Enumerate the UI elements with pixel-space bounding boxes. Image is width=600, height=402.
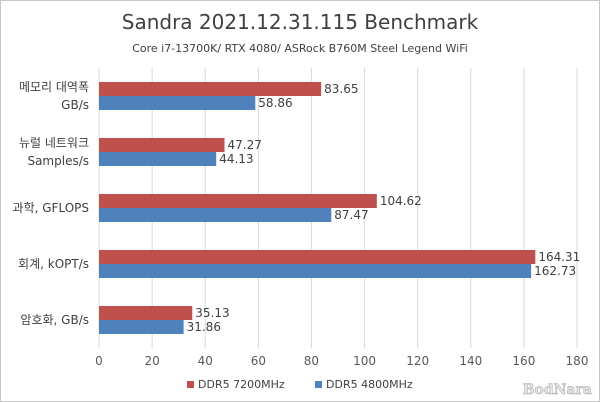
- bar-ddr5-7200: [99, 250, 536, 264]
- data-label: 35.13: [195, 306, 229, 320]
- category-label: Samples/s: [27, 154, 89, 168]
- data-label: 162.73: [534, 264, 576, 278]
- legend-label: DDR5 7200MHz: [198, 378, 285, 391]
- data-label: 83.65: [324, 82, 358, 96]
- category-label: 메모리 대역폭: [19, 80, 89, 94]
- x-tick-label: 100: [353, 354, 376, 368]
- legend: DDR5 7200MHz DDR5 4800MHz: [187, 378, 413, 391]
- x-axis-ticks: 0 20 40 60 80 100 120 140 160 180: [95, 354, 588, 368]
- category-label: 회계, kOPT/s: [18, 257, 89, 271]
- data-label: 164.31: [538, 250, 580, 264]
- x-tick-label: 180: [566, 354, 589, 368]
- category-label: 암호화, GB/s: [20, 313, 89, 327]
- chart-subtitle: Core i7-13700K/ RTX 4080/ ASRock B760M S…: [132, 42, 468, 55]
- category-labels: 메모리 대역폭 GB/s 뉴럴 네트워크 Samples/s 과학, GFLOPS 회계,…: [13, 80, 89, 327]
- legend-swatch: [187, 381, 194, 388]
- x-tick-label: 20: [144, 354, 159, 368]
- x-tick-label: 160: [512, 354, 535, 368]
- data-label: 44.13: [219, 152, 253, 166]
- x-tick-label: 60: [251, 354, 266, 368]
- x-tick-label: 140: [459, 354, 482, 368]
- data-label: 87.47: [334, 208, 368, 222]
- data-label: 58.86: [258, 96, 292, 110]
- bar-ddr5-4800: [99, 208, 332, 222]
- data-label: 31.86: [187, 320, 221, 334]
- legend-swatch: [315, 381, 322, 388]
- bar-ddr5-4800: [99, 152, 217, 166]
- x-tick-label: 120: [406, 354, 429, 368]
- bar-ddr5-7200: [99, 138, 225, 152]
- x-tick-label: 0: [95, 354, 103, 368]
- legend-label: DDR5 4800MHz: [326, 378, 413, 391]
- data-label: 47.27: [228, 138, 262, 152]
- bar-ddr5-4800: [99, 320, 184, 334]
- bar-ddr5-7200: [99, 306, 193, 320]
- category-label: 과학, GFLOPS: [13, 201, 89, 215]
- bar-ddr5-7200: [99, 194, 377, 208]
- x-tick-label: 80: [304, 354, 319, 368]
- chart-title: Sandra 2021.12.31.115 Benchmark: [122, 10, 479, 34]
- bar-ddr5-4800: [99, 96, 256, 110]
- bar-ddr5-7200: [99, 82, 322, 96]
- category-label: GB/s: [61, 98, 89, 112]
- category-label: 뉴럴 네트워크: [19, 136, 89, 150]
- data-label: 104.62: [380, 194, 422, 208]
- bar-ddr5-4800: [99, 264, 532, 278]
- bars: [99, 82, 536, 334]
- x-tick-label: 40: [198, 354, 213, 368]
- bodnara-watermark-logo: BodNara: [523, 382, 592, 398]
